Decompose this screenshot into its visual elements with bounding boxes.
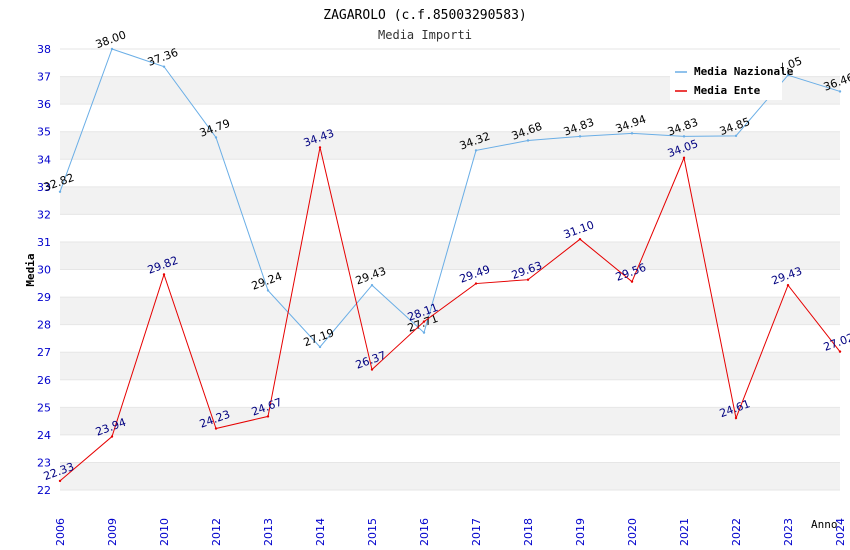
data-point — [630, 280, 634, 283]
x-axis-label: Anno — [811, 518, 838, 531]
x-tick-label: 2006 — [54, 518, 67, 546]
data-point — [630, 132, 634, 135]
y-tick-label: 33 — [37, 181, 51, 194]
x-tick-label: 2020 — [626, 518, 639, 546]
y-tick-label: 32 — [37, 208, 51, 221]
y-tick-label: 23 — [37, 456, 51, 469]
plot-band — [60, 186, 840, 215]
x-tick-label: 2024 — [834, 518, 847, 546]
data-point — [786, 73, 790, 77]
plot-band — [60, 379, 840, 408]
legend-label-nazionale[interactable]: Media Nazionale — [694, 65, 794, 78]
x-tick-label: 2017 — [470, 518, 483, 546]
plot-band — [60, 434, 840, 463]
data-point — [162, 65, 166, 68]
data-point — [266, 415, 270, 418]
y-tick-label: 29 — [37, 291, 51, 304]
y-tick-label: 25 — [37, 401, 51, 414]
x-tick-label: 2013 — [262, 518, 275, 546]
data-point — [214, 427, 218, 430]
chart-title: ZAGAROLO (c.f.85003290583) — [323, 8, 527, 23]
legend-box — [670, 60, 782, 100]
plot-band — [60, 241, 840, 270]
y-tick-label: 22 — [37, 484, 51, 497]
data-point — [58, 190, 62, 193]
x-axis-ticks: 2006 2009 2010 2012 2013 2014 2015 2016 2017 2018… — [54, 518, 847, 546]
plot-band — [60, 269, 840, 298]
data-point — [58, 479, 62, 483]
series-line-ente — [59, 147, 841, 482]
data-point — [162, 273, 166, 276]
plot-band — [60, 159, 840, 187]
x-tick-label: 2016 — [418, 518, 431, 546]
legend-label-ente[interactable]: Media Ente — [694, 84, 761, 97]
data-point — [110, 47, 114, 51]
data-point — [474, 149, 478, 152]
x-tick-label: 2023 — [782, 518, 795, 546]
y-axis-label: Media — [24, 253, 37, 286]
y-tick-label: 27 — [37, 346, 51, 359]
data-point — [526, 139, 530, 142]
series-line-nazionale — [59, 48, 841, 348]
data-point — [318, 146, 322, 149]
data-point — [318, 345, 322, 349]
plot-band — [60, 324, 840, 353]
x-tick-label: 2018 — [522, 518, 535, 546]
data-point — [578, 135, 582, 138]
data-point — [266, 289, 270, 292]
chart-subtitle: Media Importi — [378, 28, 472, 42]
plot-band — [60, 214, 840, 242]
plot-band — [60, 297, 840, 325]
legend[interactable]: Media Nazionale Media Ente — [670, 60, 794, 100]
plot-band — [60, 407, 840, 435]
y-tick-label: 38 — [37, 43, 51, 56]
y-tick-label: 31 — [37, 236, 51, 249]
data-point — [370, 284, 374, 287]
plot-background-bands — [60, 48, 840, 491]
y-tick-label: 28 — [37, 319, 51, 332]
x-tick-label: 2014 — [314, 518, 327, 546]
data-point — [214, 136, 218, 139]
data-point — [370, 368, 374, 371]
y-tick-label: 24 — [37, 429, 51, 442]
data-point — [422, 320, 426, 323]
data-point — [422, 331, 426, 334]
plot-band — [60, 462, 840, 490]
y-tick-label: 26 — [37, 374, 51, 387]
data-point — [838, 90, 842, 93]
x-tick-label: 2010 — [158, 518, 171, 546]
data-point — [682, 135, 686, 138]
data-point — [110, 435, 114, 438]
y-tick-label: 30 — [37, 264, 51, 277]
y-tick-label: 34 — [37, 153, 51, 166]
y-axis-ticks: 22 23 24 25 26 27 28 29 30 31 32 33 34 35 36 37 38 — [37, 43, 51, 497]
data-point — [682, 156, 686, 160]
y-tick-label: 37 — [37, 71, 51, 84]
data-point — [734, 134, 738, 138]
data-point — [578, 237, 582, 241]
y-tick-label: 35 — [37, 126, 51, 139]
data-point — [734, 416, 738, 420]
data-point — [474, 282, 478, 285]
plot-band — [60, 352, 840, 380]
data-point — [786, 284, 790, 287]
x-tick-label: 2015 — [366, 518, 379, 546]
x-tick-label: 2021 — [678, 518, 691, 546]
data-point — [838, 350, 842, 353]
x-tick-label: 2009 — [106, 518, 119, 546]
data-label: 38.00 — [94, 28, 128, 51]
y-tick-label: 36 — [37, 98, 51, 111]
x-tick-label: 2022 — [730, 518, 743, 546]
x-tick-label: 2019 — [574, 518, 587, 546]
data-point — [526, 278, 530, 281]
plot-band — [60, 104, 840, 132]
x-tick-label: 2012 — [210, 518, 223, 546]
